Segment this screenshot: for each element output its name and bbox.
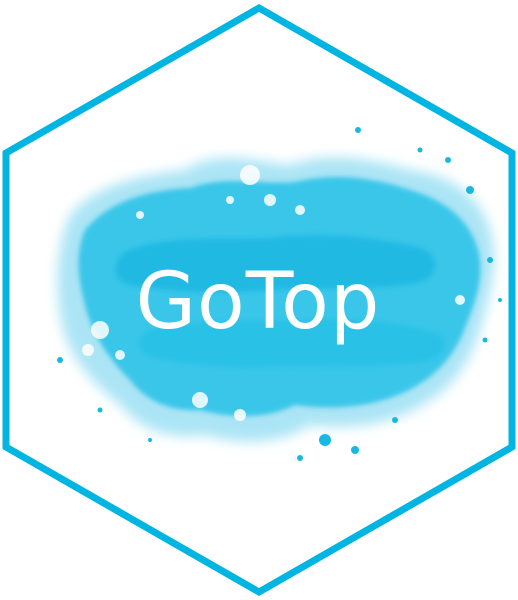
hexagon-border — [2, 3, 516, 597]
watercolor-splash-icon — [57, 127, 502, 461]
logo-text: GoTop — [136, 257, 381, 347]
